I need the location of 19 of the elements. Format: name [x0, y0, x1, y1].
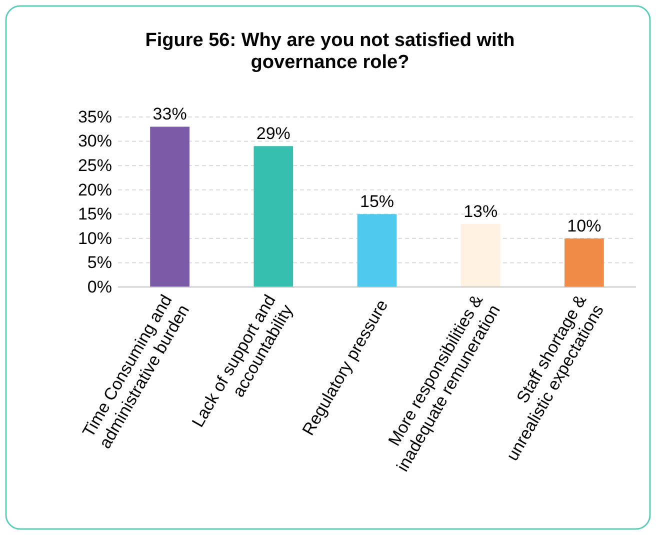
- data-label: 10%: [567, 216, 602, 236]
- y-tick-label: 0%: [87, 277, 112, 296]
- y-tick-label: 5%: [87, 253, 112, 272]
- data-label: 29%: [256, 124, 290, 144]
- y-tick-label: 15%: [78, 204, 112, 224]
- bar: [150, 126, 190, 287]
- bar: [357, 214, 397, 287]
- bar: [254, 146, 294, 287]
- y-tick-label: 30%: [78, 132, 112, 151]
- data-label: 13%: [464, 202, 498, 221]
- data-label: 15%: [360, 192, 394, 212]
- bar: [564, 238, 604, 287]
- data-label: 33%: [152, 104, 187, 124]
- y-tick-label: 35%: [78, 107, 112, 126]
- y-tick-label: 20%: [78, 180, 112, 200]
- y-tick-label: 25%: [78, 156, 112, 176]
- y-tick-label: 10%: [78, 228, 112, 248]
- chart-title: Figure 56: Why are you not satisfied with governance role?: [145, 30, 515, 73]
- bar: [460, 224, 500, 287]
